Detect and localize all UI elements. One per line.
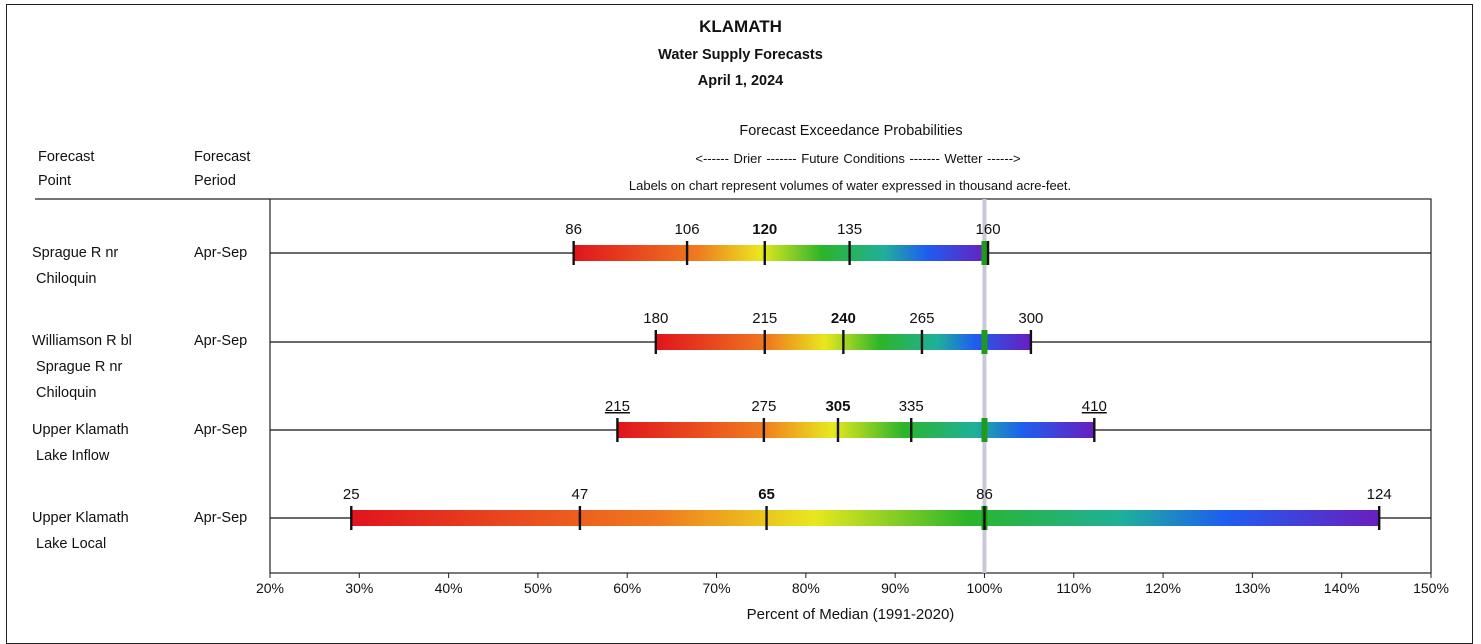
exceedance-value-label: 120 [752,221,777,238]
row-period-sprague: Apr-Sep [194,245,248,261]
conditions-line: <------ Drier ------- Future Conditions … [695,151,1021,166]
exceedance-value-label: 305 [825,398,850,415]
row-label-line: Chiloquin [32,271,97,287]
x-tick-label: 100% [967,580,1003,596]
x-tick-label: 130% [1234,580,1270,596]
median-marker [981,241,988,265]
x-tick-label: 60% [613,580,641,596]
row-label-line: Sprague R nr [32,359,123,375]
forecast-range-bar [573,245,989,261]
exceedance-value-label: 86 [976,486,993,503]
plot-area [269,198,1432,574]
row-period-uk-local: Apr-Sep [194,510,248,526]
row-label-uk-inflow: Upper Klamath Lake Inflow [32,417,129,469]
exceedance-value-label: 275 [751,398,776,415]
row-label-uk-local: Upper Klamath Lake Local [32,505,129,557]
x-tick-label: 120% [1145,580,1181,596]
row-period-uk-inflow: Apr-Sep [194,422,248,438]
exceedance-value-label: 25 [343,486,360,503]
x-tick-label: 40% [435,580,463,596]
row-period-williamson: Apr-Sep [194,333,248,349]
exceedance-value-label: 86 [565,221,582,238]
row-label-line: Lake Inflow [32,448,110,464]
exceedance-value-label: 65 [758,486,775,503]
exceedance-title: Forecast Exceedance Probabilities [739,123,963,139]
col-header-point-2: Point [38,173,72,189]
exceedance-value-label: 300 [1018,310,1043,327]
median-marker [981,418,988,442]
x-tick-label: 20% [256,580,284,596]
row-label-line: Lake Local [32,536,107,552]
exceedance-value-label: 47 [572,486,589,503]
x-tick-label: 140% [1324,580,1360,596]
exceedance-value-label: 215 [752,310,777,327]
forecast-range-bar [351,510,1380,526]
x-tick-label: 50% [524,580,552,596]
col-header-period-1: Forecast [194,149,251,165]
median-marker [981,330,988,354]
row-label-line: Chiloquin [32,385,97,401]
row-label-line: Sprague R nr [32,245,119,261]
col-header-period-2: Period [194,173,236,189]
forecast-date: April 1, 2024 [697,73,784,89]
col-header-point-1: Forecast [38,149,95,165]
row-label-line: Williamson R bl [32,333,132,349]
row-label-sprague: Sprague R nr Chiloquin [32,240,118,292]
exceedance-value-label: 160 [976,221,1001,238]
page-subtitle: Water Supply Forecasts [658,47,823,63]
x-tick-label: 90% [881,580,909,596]
x-tick-label: 150% [1413,580,1449,596]
exceedance-value-label: 265 [909,310,934,327]
exceedance-value-label: 180 [643,310,668,327]
x-tick-label: 30% [345,580,373,596]
x-tick-label: 80% [792,580,820,596]
forecast-range-bar [617,422,1095,438]
forecast-chart: 20% 30% 40% 50% 60% 70% 80% 90% 100% 110% 120% 130%… [35,198,1449,623]
x-axis-label: Percent of Median (1991-2020) [747,606,955,623]
row-label-line: Upper Klamath [32,510,129,526]
exceedance-value-label: 135 [837,221,862,238]
exceedance-value-label: 410 [1082,398,1107,415]
row-label-williamson: Williamson R bl Sprague R nr Chiloquin [32,328,132,406]
exceedance-value-label: 215 [605,398,630,415]
exceedance-value-label: 240 [831,310,856,327]
exceedance-value-label: 106 [675,221,700,238]
page-title: KLAMATH [699,17,782,36]
x-tick-label: 70% [703,580,731,596]
exceedance-value-label: 124 [1367,486,1392,503]
x-tick-label: 110% [1056,580,1091,596]
labels-note: Labels on chart represent volumes of wat… [628,178,1072,193]
row-label-line: Upper Klamath [32,422,129,438]
exceedance-value-label: 335 [899,398,924,415]
